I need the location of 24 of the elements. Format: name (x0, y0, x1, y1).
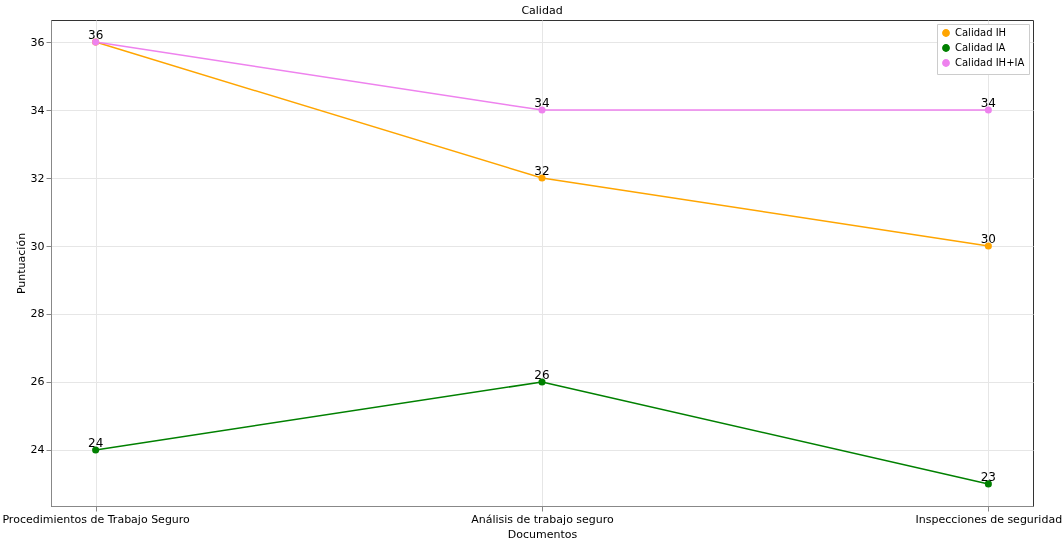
x-tick-label: Inspecciones de seguridad (915, 512, 1063, 526)
data-label: 34 (980, 96, 996, 111)
y-tick-label: 34 (30, 103, 45, 117)
chart-title: Calidad (521, 4, 563, 17)
data-label: 34 (534, 96, 550, 111)
data-label: 23 (980, 469, 996, 484)
y-tick-label: 24 (30, 443, 45, 457)
legend-label: Calidad IA (955, 42, 1006, 53)
y-tick-label: 32 (30, 171, 45, 185)
y-tick-label: 28 (30, 307, 45, 321)
legend-label: Calidad IH+IA (955, 57, 1025, 68)
legend-label: Calidad IH (955, 27, 1007, 38)
y-axis-title: Puntuación (14, 232, 28, 295)
x-axis-title: Documentos (507, 527, 578, 541)
x-tick-label: Procedimientos de Trabajo Seguro (2, 512, 191, 526)
data-label: 36 (88, 28, 104, 43)
y-tick-label: 30 (30, 239, 45, 253)
y-tick-label: 26 (30, 375, 45, 389)
data-label: 30 (980, 232, 996, 247)
x-tick-label: Análisis de trabajo seguro (471, 512, 615, 526)
y-tick-label: 36 (30, 35, 45, 49)
data-label: 32 (534, 164, 550, 179)
data-label: 26 (534, 367, 550, 382)
data-label: 24 (88, 435, 104, 450)
